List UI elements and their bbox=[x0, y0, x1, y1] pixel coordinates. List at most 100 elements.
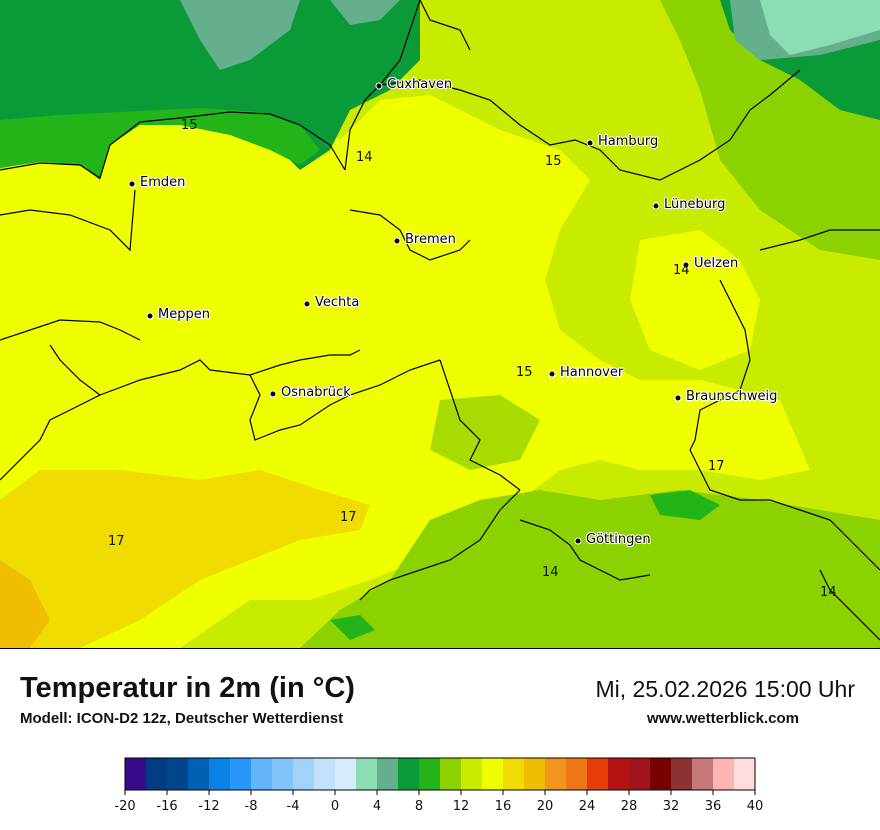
legend-ticks: -20 -16 -12 -8 -4 0 4 8 12 16 20 24 28 32 36 40 bbox=[114, 790, 763, 814]
temp-zone-sea-cool bbox=[180, 0, 300, 70]
legend-cells bbox=[125, 758, 756, 790]
temp-zone-warm-edge bbox=[0, 560, 50, 648]
legend-tick-label: 32 bbox=[663, 799, 680, 814]
temp-zone-ne-sea bbox=[760, 0, 880, 55]
city-uelzen: Uelzen bbox=[682, 255, 739, 272]
legend-cell bbox=[125, 758, 147, 790]
temp-zone-yellow-east bbox=[630, 230, 760, 370]
legend-cell bbox=[293, 758, 315, 790]
isotherm-label: 14 bbox=[673, 263, 690, 278]
city-braunschweig: Braunschweig bbox=[674, 388, 778, 405]
svg-text:Göttingen: Göttingen bbox=[586, 532, 651, 547]
legend-tick-label: 16 bbox=[495, 799, 512, 814]
temp-zone-patch-1 bbox=[650, 490, 720, 520]
city-vechta: Vechta bbox=[303, 294, 360, 311]
isotherm-label: 15 bbox=[181, 118, 198, 133]
legend-cell bbox=[608, 758, 630, 790]
isotherm-label: 15 bbox=[545, 154, 562, 169]
svg-text:Meppen: Meppen bbox=[158, 307, 210, 322]
legend-cell bbox=[545, 758, 567, 790]
legend-cell bbox=[482, 758, 504, 790]
model-info: Modell: ICON-D2 12z, Deutscher Wetterdie… bbox=[20, 710, 344, 727]
city-goettingen: Göttingen bbox=[574, 531, 652, 548]
legend-cell bbox=[209, 758, 231, 790]
svg-text:Vechta: Vechta bbox=[315, 295, 359, 310]
legend-tick-label: 20 bbox=[537, 799, 554, 814]
legend-tick-label: -12 bbox=[198, 799, 219, 814]
isotherm-label: 14 bbox=[820, 585, 837, 600]
website-link[interactable]: www.wetterblick.com bbox=[647, 710, 799, 727]
legend-tick-label: -20 bbox=[114, 799, 135, 814]
legend-cell bbox=[650, 758, 672, 790]
temp-zone-warm bbox=[0, 470, 370, 648]
legend-cell bbox=[440, 758, 462, 790]
legend-cell bbox=[146, 758, 168, 790]
color-legend: -20 -16 -12 -8 -4 0 4 8 12 16 20 24 28 32 36 40 bbox=[114, 757, 763, 814]
isotherm-label: 15 bbox=[516, 365, 533, 380]
city-hamburg: Hamburg bbox=[586, 133, 659, 150]
city-cuxhaven: Cuxhaven bbox=[375, 76, 453, 93]
svg-text:Lüneburg: Lüneburg bbox=[664, 197, 725, 212]
temp-zone-sea-cool2 bbox=[330, 0, 400, 25]
city-markers: Cuxhaven Hamburg Emden Lüneburg Bremen U… bbox=[128, 76, 778, 548]
legend-cell bbox=[377, 758, 399, 790]
temp-zone-green-south bbox=[300, 490, 880, 648]
temp-zone-coast-light bbox=[0, 108, 320, 180]
legend-tick-label: -8 bbox=[245, 799, 258, 814]
svg-text:Hannover: Hannover bbox=[560, 365, 624, 380]
legend-cell bbox=[335, 758, 357, 790]
map-title: Temperatur in 2m (in °C) bbox=[20, 672, 355, 704]
legend-cell bbox=[419, 758, 441, 790]
city-lueneburg: Lüneburg bbox=[652, 196, 726, 213]
legend-tick-label: 28 bbox=[621, 799, 638, 814]
svg-text:Bremen: Bremen bbox=[405, 232, 456, 247]
legend-cell bbox=[524, 758, 546, 790]
svg-text:Emden: Emden bbox=[140, 175, 185, 190]
legend-cell bbox=[692, 758, 714, 790]
temp-zone-patch-2 bbox=[330, 615, 375, 640]
isotherm-label: 17 bbox=[340, 510, 357, 525]
svg-text:Braunschweig: Braunschweig bbox=[686, 389, 777, 404]
legend-cell bbox=[251, 758, 273, 790]
legend-cell bbox=[230, 758, 252, 790]
borders bbox=[0, 0, 880, 641]
city-osnabrueck: Osnabrück bbox=[269, 384, 352, 401]
legend-cell bbox=[503, 758, 525, 790]
legend-tick-label: 12 bbox=[453, 799, 470, 814]
svg-text:Osnabrück: Osnabrück bbox=[281, 385, 351, 400]
legend-cell bbox=[356, 758, 378, 790]
legend-cell bbox=[671, 758, 693, 790]
isotherm-label: 17 bbox=[708, 459, 725, 474]
temperature-map: Cuxhaven Hamburg Emden Lüneburg Bremen U… bbox=[0, 0, 880, 649]
city-hannover: Hannover bbox=[548, 364, 625, 381]
legend-cell bbox=[734, 758, 756, 790]
isotherm-label: 14 bbox=[542, 565, 559, 580]
legend-tick-label: -4 bbox=[287, 799, 300, 814]
legend-tick-label: 0 bbox=[331, 799, 339, 814]
legend-frame bbox=[124, 757, 756, 791]
svg-text:Hamburg: Hamburg bbox=[598, 134, 658, 149]
svg-text:Cuxhaven: Cuxhaven bbox=[387, 77, 452, 92]
svg-text:Uelzen: Uelzen bbox=[694, 256, 738, 271]
legend-cell bbox=[167, 758, 189, 790]
legend-tick-label: 8 bbox=[415, 799, 423, 814]
legend-tick-label: 36 bbox=[705, 799, 722, 814]
isotherm-label: 14 bbox=[356, 150, 373, 165]
legend-cell bbox=[188, 758, 210, 790]
legend-cell bbox=[314, 758, 336, 790]
legend-cell bbox=[566, 758, 588, 790]
city-meppen: Meppen bbox=[146, 306, 211, 323]
isotherm-labels: 15 14 15 14 15 17 17 17 14 14 bbox=[108, 118, 837, 600]
legend-cell bbox=[398, 758, 420, 790]
legend-cell bbox=[461, 758, 483, 790]
city-emden: Emden bbox=[128, 174, 186, 191]
forecast-datetime: Mi, 25.02.2026 15:00 Uhr bbox=[595, 676, 855, 702]
city-bremen: Bremen bbox=[393, 231, 457, 248]
legend-tick-label: 40 bbox=[747, 799, 764, 814]
legend-cell bbox=[713, 758, 735, 790]
isotherm-label: 17 bbox=[108, 534, 125, 549]
legend-tick-label: 4 bbox=[373, 799, 381, 814]
legend-tick-label: 24 bbox=[579, 799, 596, 814]
legend-cell bbox=[587, 758, 609, 790]
legend-cell bbox=[629, 758, 651, 790]
